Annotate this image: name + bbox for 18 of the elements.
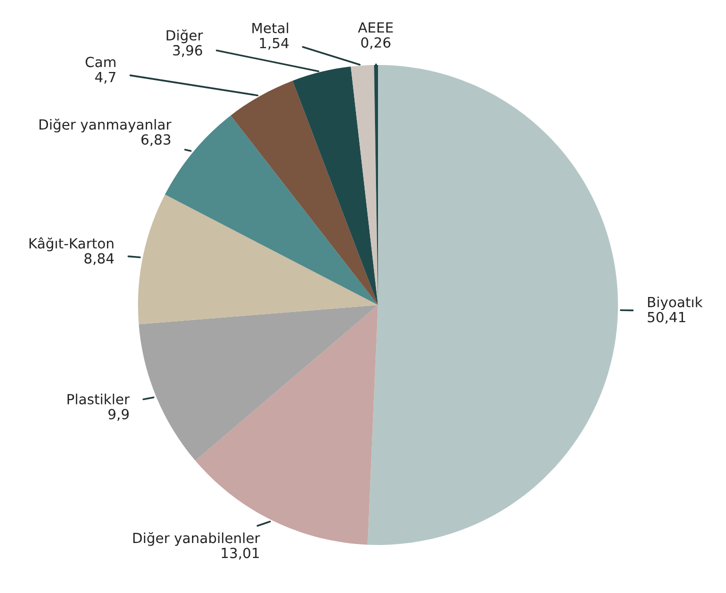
slice-label: Plastikler: [68, 394, 130, 404]
slice-label: Diğer yanmayanlar: [40, 118, 172, 132]
slice-label: Metal: [252, 22, 288, 34]
data-label: 3,96: [173, 45, 202, 57]
slice-label: Cam: [86, 56, 116, 68]
data-label: 1,54: [260, 38, 289, 50]
slice-label: Diğer: [166, 29, 203, 44]
data-label: 6,83: [141, 134, 170, 146]
data-label: 0,26: [361, 37, 390, 50]
slice-label: AEEE: [358, 22, 393, 33]
data-label: 9,9: [108, 408, 129, 421]
data-label: 13,01: [222, 548, 259, 560]
data-label: 4,7: [95, 72, 116, 84]
slice-label: Diğer yanabilenler: [133, 532, 260, 546]
slice-label: Kâğıt-Karton: [30, 237, 114, 252]
data-label: 50,41: [648, 312, 686, 324]
data-label: 8,84: [84, 253, 114, 266]
slice-label: Biyoatık: [648, 296, 703, 310]
